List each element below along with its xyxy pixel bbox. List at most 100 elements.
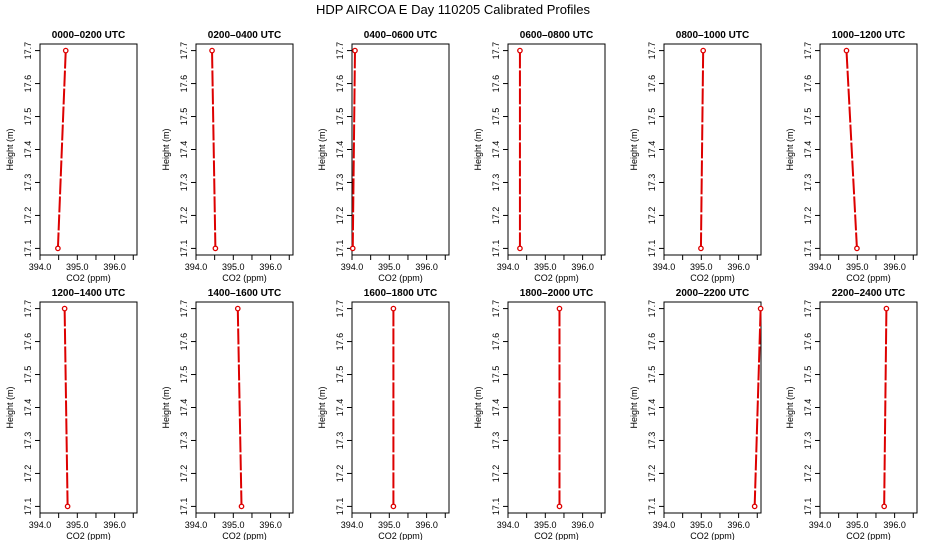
plot-frame [819,43,918,256]
y-tick-label: 17.6 [335,333,345,351]
profile-line [883,308,888,507]
data-point-2 [556,305,563,312]
x-tick-label: 394.0 [185,262,208,272]
data-point-1 [55,245,61,252]
y-tick-label: 17.4 [803,399,813,417]
x-tick-label: 394.0 [29,262,52,272]
y-tick-label: 17.6 [179,75,189,93]
x-tick-label: 396.0 [727,520,750,530]
y-tick-label: 17.2 [491,465,501,483]
y-tick-label: 17.3 [179,174,189,192]
y-tick-label: 17.6 [335,75,345,93]
data-point-1 [390,503,397,510]
profile-line [236,308,243,507]
y-tick-label: 17.1 [803,498,813,516]
x-tick-label: 395.0 [534,520,557,530]
y-tick-label: 17.2 [491,207,501,225]
panel-title: 1600–1800 UTC [364,288,437,299]
profile-line [699,50,705,249]
data-point-1 [698,245,704,252]
figure-title: HDP AIRCOA E Day 110205 Calibrated Profi… [316,2,591,17]
y-tick-label: 17.4 [647,399,657,417]
y-axis-label: Height (m) [161,386,171,428]
x-axis-label: CO2 (ppm) [66,273,111,283]
x-tick-label: 395.0 [378,262,401,272]
y-tick-label: 17.2 [647,465,657,483]
y-tick-label: 17.1 [23,240,33,258]
x-tick-label: 395.0 [846,520,869,530]
y-tick-label: 17.4 [647,141,657,159]
y-tick-label: 17.3 [647,174,657,192]
y-axis-label: Height (m) [317,386,327,428]
data-point-2 [62,47,69,54]
y-tick-label: 17.3 [803,174,813,192]
y-tick-label: 17.7 [335,42,345,60]
x-tick-label: 396.0 [415,262,438,272]
x-tick-label: 396.0 [259,262,282,272]
y-tick-label: 17.3 [179,432,189,450]
x-tick-label: 394.0 [185,520,208,530]
data-point-2 [209,47,215,54]
y-tick-label: 17.4 [803,141,813,159]
y-tick-label: 17.6 [647,333,657,351]
profile-line [211,50,217,249]
x-tick-label: 394.0 [497,520,520,530]
plot-frame [195,43,294,256]
data-point-1 [556,503,563,510]
y-tick-label: 17.5 [491,108,501,126]
x-tick-label: 395.0 [846,262,869,272]
plot-frame [195,301,294,514]
y-tick-label: 17.2 [23,465,33,483]
x-axis-label: CO2 (ppm) [378,531,423,540]
y-tick-label: 17.4 [179,399,189,417]
plot-frame [663,43,762,256]
data-point-1 [64,503,71,510]
y-tick-label: 17.2 [803,465,813,483]
y-tick-label: 17.1 [335,498,345,516]
y-tick-label: 17.4 [23,399,33,417]
y-tick-label: 17.3 [23,432,33,450]
x-tick-label: 395.0 [690,262,713,272]
y-axis-label: Height (m) [5,128,15,170]
y-tick-label: 17.2 [179,207,189,225]
x-tick-label: 395.0 [222,520,245,530]
x-tick-label: 394.0 [809,520,832,530]
y-tick-label: 17.7 [335,300,345,318]
data-point-2 [390,305,397,312]
plot-frame [39,301,138,514]
y-tick-label: 17.4 [23,141,33,159]
plot-frame [663,301,762,514]
y-tick-label: 17.1 [491,498,501,516]
y-tick-label: 17.5 [179,108,189,126]
y-tick-label: 17.7 [803,42,813,60]
y-tick-label: 17.6 [803,75,813,93]
data-point-2 [517,47,523,54]
x-tick-label: 396.0 [883,520,906,530]
y-tick-label: 17.7 [647,300,657,318]
y-tick-label: 17.6 [23,75,33,93]
y-tick-label: 17.5 [491,366,501,384]
y-axis-label: Height (m) [785,386,795,428]
y-axis-label: Height (m) [161,128,171,170]
x-tick-label: 395.0 [378,520,401,530]
x-tick-label: 395.0 [66,262,89,272]
x-tick-label: 396.0 [103,262,126,272]
x-tick-label: 394.0 [497,262,520,272]
data-point-2 [883,305,890,312]
y-axis-label: Height (m) [629,128,639,170]
panel-title: 0600–0800 UTC [520,30,593,41]
y-tick-label: 17.4 [179,141,189,159]
y-tick-label: 17.5 [803,366,813,384]
y-tick-label: 17.3 [803,432,813,450]
y-tick-label: 17.6 [179,333,189,351]
x-tick-label: 396.0 [103,520,126,530]
panel-title: 0400–0600 UTC [364,30,437,41]
x-tick-label: 394.0 [653,262,676,272]
y-tick-label: 17.3 [335,174,345,192]
y-tick-label: 17.5 [335,366,345,384]
